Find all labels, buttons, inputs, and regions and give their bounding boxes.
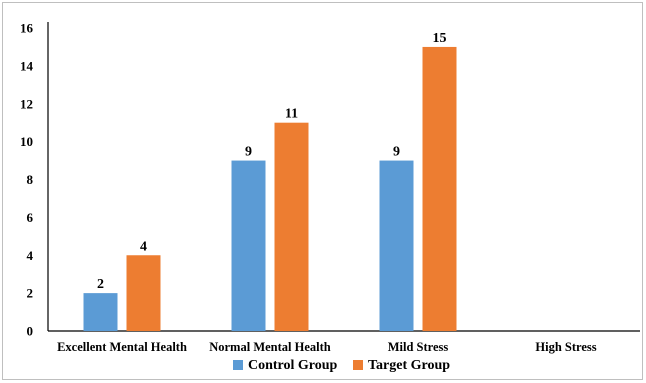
y-tick-label: 2 [27, 286, 34, 301]
bar-data-label: 15 [433, 31, 447, 46]
bar-control [83, 293, 118, 331]
y-tick-label: 16 [20, 21, 34, 36]
bar-target [422, 46, 457, 331]
y-tick-label: 4 [27, 248, 34, 263]
bar-control [379, 160, 414, 331]
y-tick-label: 6 [27, 210, 34, 225]
x-axis: Excellent Mental Health Normal Mental Hea… [48, 330, 640, 354]
y-tick-label: 0 [27, 324, 34, 339]
legend-swatch [233, 360, 243, 370]
legend-label: Target Group [368, 358, 450, 373]
x-category-label: Normal Mental Health [209, 340, 331, 354]
y-tick-label: 12 [20, 96, 33, 111]
y-tick-label: 8 [27, 172, 34, 187]
y-axis: 0 2 4 6 8 10 12 14 16 [20, 21, 49, 339]
bars [83, 46, 457, 331]
bar-data-label: 9 [245, 145, 252, 160]
y-tick-label: 14 [20, 58, 34, 73]
bar-data-label: 4 [140, 239, 147, 254]
bar-data-label: 2 [97, 277, 104, 292]
data-labels: 2 4 9 11 9 15 [97, 31, 447, 292]
bar-target [126, 255, 161, 331]
bar-data-label: 9 [393, 145, 400, 160]
bar-data-label: 11 [285, 107, 298, 122]
bar-target [274, 122, 309, 331]
bar-control [231, 160, 266, 331]
legend-swatch [353, 360, 363, 370]
x-category-label: Excellent Mental Health [57, 340, 187, 354]
x-category-label: High Stress [535, 340, 596, 354]
legend: Control Group Target Group [233, 358, 450, 373]
y-tick-label: 10 [20, 134, 33, 149]
legend-label: Control Group [248, 358, 338, 373]
x-category-label: Mild Stress [388, 340, 449, 354]
